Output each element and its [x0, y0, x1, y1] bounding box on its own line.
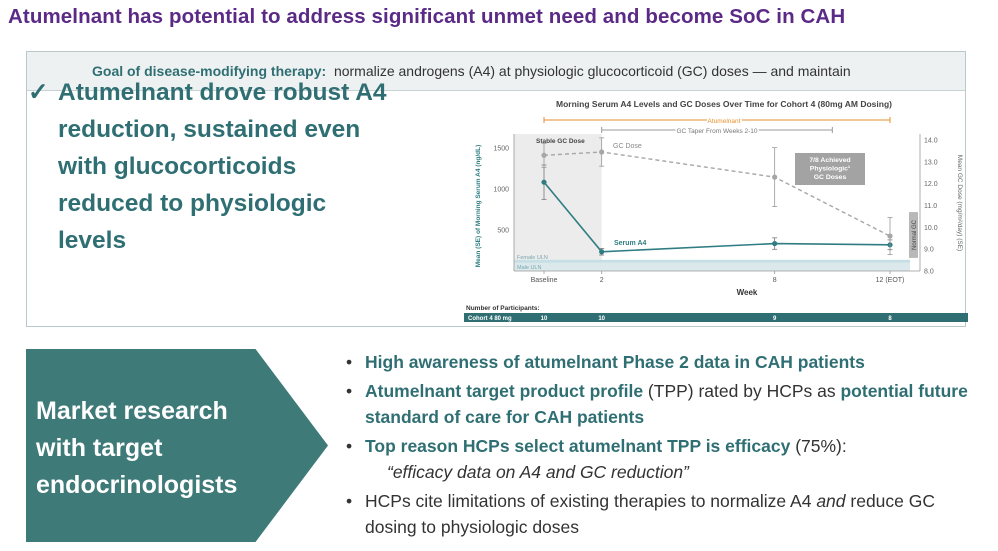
- participants-header: Number of Participants:: [466, 305, 540, 312]
- y2-tick-label: 8.0: [924, 269, 934, 276]
- male-uln-label: Male ULN: [517, 265, 541, 271]
- atumelnant-timeline-label: Atumelnant: [708, 118, 741, 125]
- x-tick-label: Baseline: [531, 277, 558, 284]
- goal-bar: Goal of disease-modifying therapy: norma…: [27, 52, 965, 91]
- bullet-awareness: High awareness of atumelnant Phase 2 dat…: [346, 349, 986, 375]
- gc-dose-point: [599, 149, 605, 155]
- stable-gc-label: Stable GC Dose: [536, 138, 585, 145]
- y2-axis-label: Mean GC Dose (mg/m²/day) (SE): [956, 155, 963, 251]
- y-tick-label: 500: [497, 228, 509, 235]
- callout-text: 7/8 Achieved: [809, 157, 850, 164]
- female-uln-band: [514, 259, 910, 263]
- female-uln-label: Female ULN: [517, 255, 548, 261]
- bullet-limitations-text: HCPs cite limitations of existing therap…: [365, 491, 817, 511]
- bullet-tpp: Atumelnant target product profile (TPP) …: [346, 378, 986, 430]
- market-bullets: High awareness of atumelnant Phase 2 dat…: [346, 349, 986, 543]
- participant-count: 10: [541, 316, 548, 322]
- bullet-tpp-text: (TPP) rated by HCPs as: [643, 381, 841, 401]
- bullet-limitations-text-2: reduce GC dosing to physiologic doses: [365, 491, 935, 537]
- callout-text: GC Doses: [814, 174, 847, 181]
- y2-tick-label: 13.0: [924, 159, 938, 166]
- y-tick-label: 1500: [493, 146, 509, 153]
- bullet-limitations-emphasis: and: [816, 491, 846, 511]
- x-tick-label: 2: [600, 277, 604, 284]
- serum-a4-label: Serum A4: [614, 240, 647, 247]
- goal-label: Goal of disease-modifying therapy:: [92, 63, 327, 79]
- y-axis-label: Mean (SE) of Morning Serum A4 (ng/dL): [475, 145, 482, 268]
- goal-text: normalize androgens (A4) at physiologic …: [333, 63, 851, 79]
- headline: ✓ Atumelnant drove robust A4 reduction, …: [28, 74, 398, 259]
- gc-dose-point: [541, 152, 547, 158]
- serum-a4-point: [599, 249, 605, 255]
- participants-row-label: Cohort 4 80 mg: [468, 316, 512, 322]
- callout-box: [795, 153, 865, 185]
- participant-count: 10: [598, 316, 605, 322]
- bullet-efficacy-text: (75%):: [790, 436, 847, 456]
- normal-gc-band: [909, 212, 918, 258]
- y2-tick-label: 10.0: [924, 225, 938, 232]
- participant-count: 8: [888, 316, 892, 322]
- bullet-limitations: HCPs cite limitations of existing therap…: [346, 488, 986, 540]
- y2-tick-label: 9.0: [924, 247, 934, 254]
- bullet-efficacy-highlight: Top reason HCPs select atumelnant TPP is…: [365, 436, 791, 456]
- stable-gc-region: [514, 134, 602, 271]
- gc-dose-point: [772, 174, 778, 180]
- headline-text: Atumelnant drove robust A4 reduction, su…: [58, 79, 387, 254]
- x-tick-label: 12 (EOT): [876, 277, 905, 284]
- gc-dose-line: [543, 151, 891, 237]
- slide-title: Atumelnant has potential to address sign…: [8, 5, 846, 28]
- checkmark-icon: ✓: [28, 79, 49, 106]
- y-tick-label: 1000: [493, 187, 509, 194]
- y2-tick-label: 12.0: [924, 181, 938, 188]
- y2-tick-label: 14.0: [924, 138, 938, 145]
- bullet-efficacy-quote: “efficacy data on A4 and GC reduction”: [387, 462, 689, 482]
- bullet-tpp-highlight-2: potential future standard of care for CA…: [365, 381, 968, 427]
- bullet-tpp-highlight: Atumelnant target product profile: [365, 381, 644, 401]
- callout-text: Physiologic¹: [810, 166, 851, 173]
- gc-dose-label: GC Dose: [613, 143, 642, 150]
- male-uln-band: [514, 262, 910, 271]
- chart-title: Morning Serum A4 Levels and GC Doses Ove…: [556, 99, 892, 109]
- bullet-efficacy: Top reason HCPs select atumelnant TPP is…: [346, 433, 986, 485]
- x-tick-label: 8: [773, 277, 777, 284]
- y2-tick-label: 11.0: [924, 203, 937, 210]
- market-research-arrow: [26, 349, 328, 542]
- normal-gc-label: Normal GC: [912, 219, 918, 250]
- participant-count: 9: [773, 316, 777, 322]
- x-axis-label: Week: [737, 288, 758, 297]
- market-research-label: Market research with target endocrinolog…: [36, 397, 238, 499]
- serum-a4-line: [543, 181, 891, 253]
- results-panel: Goal of disease-modifying therapy: norma…: [26, 51, 966, 327]
- serum-a4-point: [772, 240, 778, 247]
- gc-taper-label: GC Taper From Weeks 2-10: [676, 128, 757, 135]
- a4-gc-chart: Stable GC Dose Female ULN Male ULN Normal G…: [464, 99, 968, 322]
- participants-row: [464, 313, 968, 322]
- gc-dose-point: [887, 233, 893, 239]
- bullet-awareness-text: High awareness of atumelnant Phase 2 dat…: [365, 352, 865, 372]
- serum-a4-point: [541, 179, 547, 185]
